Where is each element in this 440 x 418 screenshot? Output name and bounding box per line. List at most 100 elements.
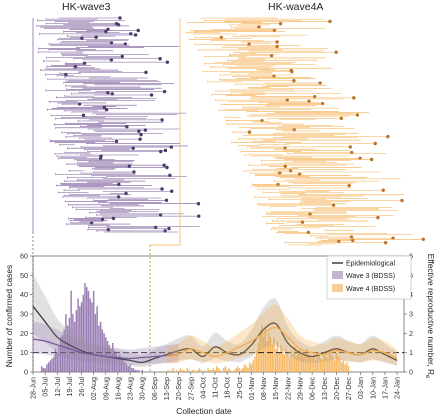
tree-tip-node: [278, 22, 283, 26]
bar: [141, 370, 143, 372]
bar: [42, 368, 45, 372]
x-tick-label: 02-Aug: [89, 377, 98, 400]
bar: [101, 329, 104, 372]
x-tick-label: 04-Oct: [198, 377, 207, 399]
bar: [245, 366, 247, 372]
bar: [131, 368, 133, 372]
r-confidence-band: [33, 321, 179, 365]
bar: [328, 350, 331, 372]
tree-tip-node: [129, 32, 133, 36]
tree-tip-node: [339, 116, 344, 121]
tree-tip-node: [154, 225, 158, 230]
bar: [167, 370, 169, 372]
bar: [96, 306, 98, 372]
bar: [236, 366, 239, 372]
r-line: [166, 326, 398, 360]
tree-wave3: [32, 16, 201, 233]
bar: [118, 354, 121, 372]
tree-tip-node: [165, 165, 169, 170]
tree-tip-node: [167, 226, 171, 231]
tree-tip-node: [318, 81, 322, 85]
tree-tip-node: [158, 57, 162, 61]
bar: [170, 370, 173, 372]
bar: [339, 358, 341, 372]
tree-tip-node: [163, 148, 168, 153]
tree-tip-node: [124, 191, 128, 196]
bar: [122, 360, 124, 372]
tree-tip-node: [257, 25, 261, 29]
tree-tip-node: [312, 95, 317, 99]
bar: [92, 290, 95, 372]
bar: [316, 356, 319, 372]
bar: [326, 358, 329, 372]
tree-tip-node: [170, 189, 174, 193]
bar: [51, 358, 53, 372]
bar: [47, 362, 50, 372]
bar: [287, 352, 289, 372]
bar: [332, 356, 334, 372]
x-tick-label: 06-Dec: [308, 377, 317, 401]
bar: [342, 360, 345, 372]
bar: [80, 302, 83, 372]
tree-tip-node: [269, 53, 274, 58]
bar: [54, 348, 57, 372]
bar: [138, 370, 140, 372]
x-tick-label: 01-Nov: [247, 377, 256, 401]
bar: [210, 370, 213, 372]
x-tick-label: 12-Jul: [53, 377, 62, 397]
tree-tip-node: [352, 96, 356, 100]
tree-tip-node: [158, 213, 163, 217]
bar: [281, 348, 284, 372]
x-tick-label: 19-Jul: [65, 377, 74, 397]
bar: [273, 337, 275, 372]
tree-tip-node: [104, 108, 109, 112]
tree-tip-node: [308, 212, 312, 216]
bar: [219, 370, 221, 372]
tree-tip-node: [219, 35, 224, 40]
bar: [172, 368, 175, 372]
tree-tip-node: [376, 215, 380, 220]
bar: [292, 354, 294, 372]
bar: [271, 344, 273, 372]
bar: [248, 362, 251, 372]
tree-tip-node: [383, 241, 388, 245]
y-tick-label: 0: [24, 368, 28, 377]
bar: [72, 314, 74, 372]
bar: [200, 370, 202, 372]
bar: [94, 314, 97, 372]
bar: [209, 370, 211, 372]
bar: [89, 298, 91, 372]
tree-tip-node: [307, 99, 311, 103]
bar: [243, 364, 246, 372]
bar: [216, 366, 218, 372]
y-tick-label: 10: [20, 348, 28, 357]
tree-tip-node: [81, 113, 86, 118]
tree-tip-node: [163, 229, 167, 233]
bar: [280, 344, 282, 372]
bar: [196, 370, 199, 372]
tree-tip-node: [116, 23, 121, 27]
tree-tip-node: [278, 171, 282, 175]
r-confidence-band: [33, 273, 398, 368]
bar: [238, 368, 241, 372]
x-tick-label: 15-Nov: [271, 377, 280, 401]
x-tick-label: 28-Jun: [29, 377, 38, 399]
bar: [323, 354, 325, 372]
tree-tip-node: [381, 188, 385, 192]
tree-tip-node: [391, 236, 395, 240]
y-tick-label: 40: [20, 290, 28, 299]
tree-tip-node: [82, 61, 87, 65]
bar: [335, 352, 338, 372]
legend-label-wave4: Wave 4 (BDSS): [346, 286, 395, 293]
bar: [134, 370, 137, 372]
bar: [262, 337, 265, 372]
bar: [226, 370, 228, 372]
tree-tip-node: [292, 128, 296, 132]
tree-tip-node: [288, 169, 293, 173]
y-axis-title: Number of confirmed cases: [4, 265, 14, 367]
y2-tick-label: 3: [409, 310, 413, 319]
tree-tip-node: [386, 134, 390, 139]
clade-label-wave3: HK-wave3: [62, 1, 111, 13]
tree-tip-node: [120, 54, 124, 59]
bar: [333, 360, 336, 372]
